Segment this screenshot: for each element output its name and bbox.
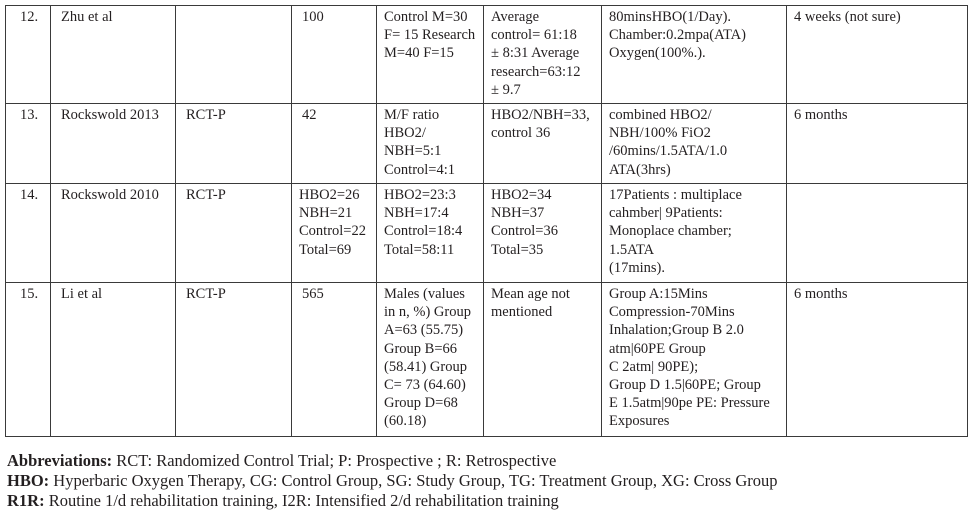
table-row: 13. Rockswold 2013 RCT-P 42 M/F ratio HB… (5, 103, 968, 185)
abbreviation-term: R1R: (7, 490, 45, 510)
protocol-cell: Group A:15Mins Compression-70Mins Inhala… (601, 282, 787, 438)
protocol-cell: combined HBO2/ NBH/100% FiO2 /60mins/1.5… (601, 103, 787, 185)
abbreviation-line: Abbreviations: RCT: Randomized Control T… (7, 451, 778, 471)
followup-cell: 6 months (786, 103, 968, 185)
row-number: 12. (5, 4, 51, 105)
design-cell: RCT-P (175, 103, 292, 185)
abbreviation-line: R1R: Routine 1/d rehabilitation training… (7, 491, 778, 511)
row-number: 14. (5, 183, 51, 284)
author-cell: Li et al (50, 282, 176, 438)
age-cell: Mean age not mentioned (483, 282, 602, 438)
protocol-cell: 80minsHBO(1/Day). Chamber:0.2mpa(ATA) Ox… (601, 4, 787, 105)
sample-size-cell: 565 (291, 282, 377, 438)
author-cell: Rockswold 2010 (50, 183, 176, 284)
followup-cell: 4 weeks (not sure) (786, 4, 968, 105)
sample-size-cell: HBO2=26 NBH=21 Control=22 Total=69 (291, 183, 377, 284)
abbreviation-text: Routine 1/d rehabilitation training, I2R… (44, 490, 559, 510)
author-cell: Zhu et al (50, 4, 176, 105)
abbreviation-text: RCT: Randomized Control Trial; P: Prospe… (112, 451, 557, 470)
gender-cell: M/F ratio HBO2/ NBH=5:1 Control=4:1 (376, 103, 484, 185)
abbreviation-term: HBO: (7, 470, 50, 490)
followup-cell: 6 months (786, 282, 968, 438)
table-row: 15. Li et al RCT-P 565 Males (values in … (5, 282, 968, 438)
table-row: 12. Zhu et al 100 Control M=30 F= 15 Res… (5, 4, 968, 105)
followup-cell (786, 183, 968, 284)
abbreviation-term: Abbreviations: (7, 451, 113, 470)
gender-cell: HBO2=23:3 NBH=17:4 Control=18:4 Total=58… (376, 183, 484, 284)
gender-cell: Control M=30 F= 15 Research M=40 F=15 (376, 4, 484, 105)
abbreviation-text: Hyperbaric Oxygen Therapy, CG: Control G… (49, 470, 778, 490)
abbreviation-line: HBO: Hyperbaric Oxygen Therapy, CG: Cont… (7, 471, 778, 491)
design-cell (175, 4, 292, 105)
sample-size-cell: 42 (291, 103, 377, 185)
studies-table: 12. Zhu et al 100 Control M=30 F= 15 Res… (5, 4, 968, 438)
age-cell: Average control= 61:18 ± 8:31 Average re… (483, 4, 602, 105)
age-cell: HBO2/NBH=33, control 36 (483, 103, 602, 185)
table-row: 14. Rockswold 2010 RCT-P HBO2=26 NBH=21 … (5, 183, 968, 284)
row-number: 13. (5, 103, 51, 185)
design-cell: RCT-P (175, 282, 292, 438)
protocol-cell: 17Patients : multiplace cahmber| 9Patien… (601, 183, 787, 284)
sample-size-cell: 100 (291, 4, 377, 105)
abbreviations-footnote: Abbreviations: RCT: Randomized Control T… (7, 451, 778, 510)
age-cell: HBO2=34 NBH=37 Control=36 Total=35 (483, 183, 602, 284)
gender-cell: Males (values in n, %) Group A=63 (55.75… (376, 282, 484, 438)
row-number: 15. (5, 282, 51, 438)
author-cell: Rockswold 2013 (50, 103, 176, 185)
design-cell: RCT-P (175, 183, 292, 284)
